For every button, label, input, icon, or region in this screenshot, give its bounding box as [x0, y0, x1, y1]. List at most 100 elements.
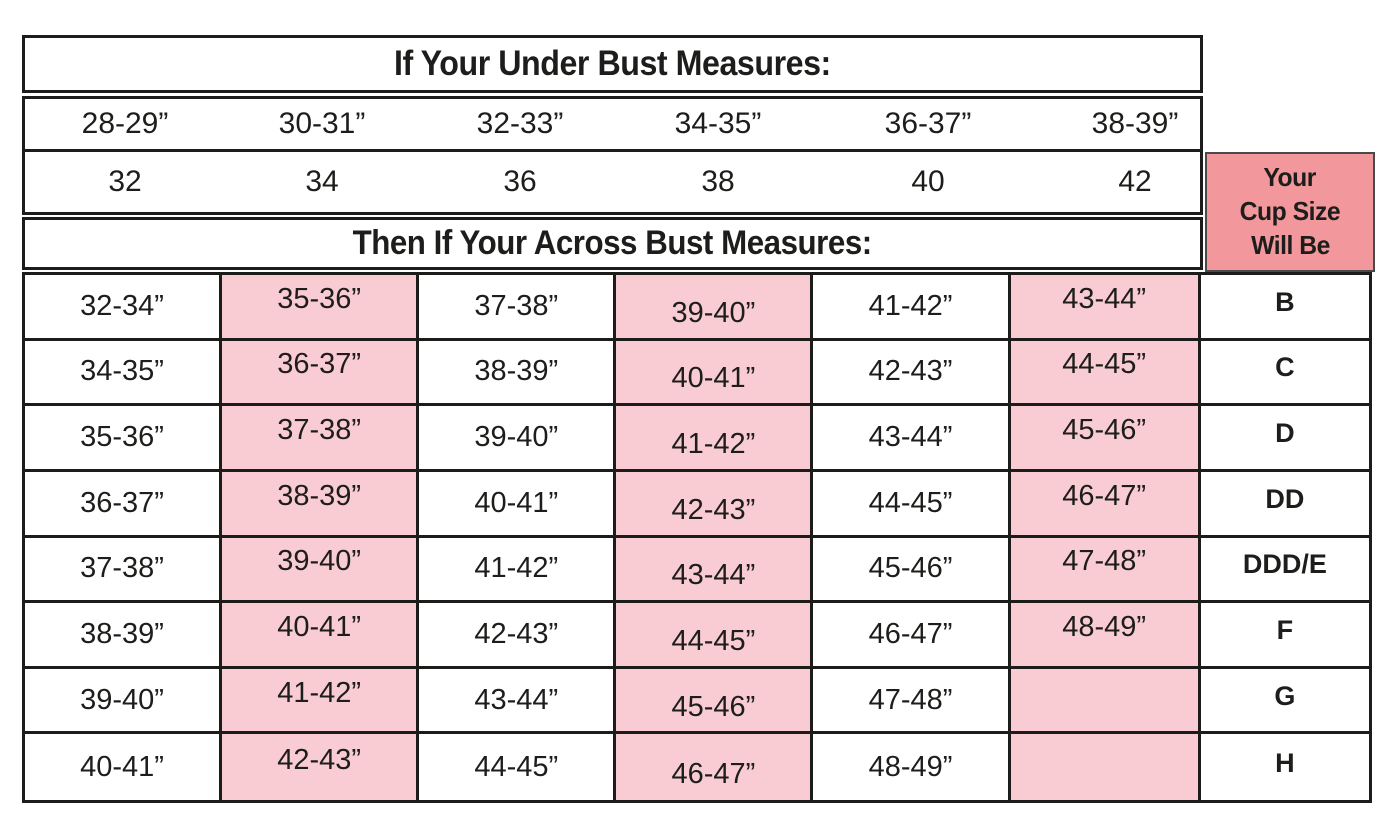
cup-size-value: C	[1275, 352, 1295, 383]
across-bust-cell: 42-43”	[813, 340, 1011, 407]
across-bust-cell	[1010, 668, 1201, 735]
cup-size-value: D	[1275, 418, 1295, 449]
across-bust-cell: 41-42”	[813, 275, 1011, 341]
cup-size-cell: G	[1200, 669, 1369, 735]
across-bust-cell: 44-45”	[419, 734, 617, 800]
across-bust-cell: 40-41”	[222, 603, 420, 669]
underbust-range-label: 32-33”	[476, 107, 564, 140]
cup-size-value: H	[1275, 747, 1295, 778]
across-bust-value: 40-41”	[277, 610, 362, 643]
underbust-ranges-row: 28-29” 30-31” 32-33” 34-35” 36-37” 38-39”	[22, 96, 1203, 152]
across-bust-cell: 32-34”	[25, 275, 223, 341]
across-bust-cell: 42-43”	[419, 603, 617, 669]
across-bust-cell: 48-49”	[813, 734, 1011, 800]
band-size-label: 32	[108, 165, 142, 198]
across-bust-cell: 35-36”	[222, 275, 420, 341]
across-bust-cell: 34-35”	[25, 340, 223, 407]
across-bust-value: 44-45”	[1062, 348, 1147, 381]
across-bust-value: 32-34”	[80, 289, 164, 322]
across-bust-value: 37-38”	[80, 552, 164, 585]
across-bust-value: 40-41”	[474, 486, 559, 519]
cup-size-cell: H	[1201, 734, 1369, 800]
across-bust-cell: 41-42”	[222, 668, 420, 735]
band-size-label: 40	[911, 165, 945, 198]
across-bust-cell: 48-49”	[1010, 603, 1201, 669]
across-bust-cell: 40-41”	[616, 340, 814, 407]
across-bust-cell: 41-42”	[616, 406, 814, 472]
across-bust-value: 45-46”	[671, 690, 756, 723]
band-size-label: 42	[1118, 165, 1152, 198]
across-bust-value: 45-46”	[868, 552, 953, 585]
cup-size-header-line: Will Be	[1250, 229, 1330, 260]
cup-size-cell: DD	[1200, 472, 1369, 538]
across-bust-cell: 43-44”	[813, 406, 1011, 472]
across-bust-cell	[1010, 734, 1201, 800]
across-bust-cell: 47-48”	[1010, 537, 1201, 604]
across-bust-value: 46-47”	[671, 757, 756, 790]
cup-size-cell: C	[1200, 341, 1369, 407]
across-bust-cell: 46-47”	[1010, 471, 1201, 538]
band-size-label: 34	[305, 165, 339, 198]
across-bust-value: 44-45”	[474, 750, 559, 783]
across-bust-value: 38-39”	[277, 479, 362, 512]
across-bust-value: 41-42”	[474, 552, 559, 585]
size-table-body: 32-34” 35-36” 37-38” 39-40” 41-42” 43-44” B 34-…	[22, 272, 1372, 803]
across-bust-value: 48-49”	[868, 750, 953, 783]
cup-size-cell: B	[1200, 275, 1369, 341]
band-size-label: 38	[701, 165, 735, 198]
across-bust-value: 36-37”	[277, 348, 362, 381]
cup-size-header-line: Your	[1263, 162, 1317, 193]
underbust-range-label: 36-37”	[884, 107, 972, 140]
cup-size-value: DDD/E	[1242, 549, 1327, 580]
across-bust-value: 37-38”	[277, 414, 362, 447]
across-bust-cell: 36-37”	[25, 471, 223, 538]
across-bust-cell: 43-44”	[616, 537, 814, 604]
across-bust-value: 39-40”	[80, 683, 164, 716]
cup-size-cell: F	[1200, 603, 1369, 669]
cup-size-header: Your Cup Size Will Be	[1205, 152, 1375, 272]
across-bust-value: 42-43”	[474, 617, 559, 650]
across-bust-value: 44-45”	[868, 486, 953, 519]
across-bust-cell: 44-45”	[813, 471, 1011, 538]
across-bust-value: 48-49”	[1062, 610, 1147, 643]
across-bust-value: 35-36”	[80, 421, 164, 454]
cup-size-value: B	[1275, 286, 1295, 317]
across-bust-cell: 46-47”	[813, 603, 1011, 669]
across-bust-value: 41-42”	[671, 428, 756, 461]
across-bust-value: 40-41”	[80, 750, 164, 783]
across-bust-value: 39-40”	[671, 296, 756, 329]
across-bust-value: 38-39”	[474, 355, 559, 388]
underbust-range-label: 38-39”	[1091, 107, 1179, 140]
across-bust-value: 34-35”	[80, 355, 164, 388]
across-bust-value: 44-45”	[671, 624, 756, 657]
across-bust-cell: 43-44”	[419, 668, 617, 735]
across-bust-cell: 44-45”	[616, 603, 814, 669]
across-bust-value: 39-40”	[277, 545, 362, 578]
across-bust-value: 43-44”	[671, 559, 756, 592]
acrossbust-header-row: Then If Your Across Bust Measures:	[22, 217, 1203, 270]
underbust-range-label: 30-31”	[278, 107, 366, 140]
across-bust-cell: 44-45”	[1010, 340, 1201, 407]
cup-size-cell: D	[1200, 406, 1369, 472]
across-bust-value: 41-42”	[277, 676, 362, 709]
across-bust-value: 40-41”	[671, 362, 756, 395]
underbust-header-row: If Your Under Bust Measures:	[22, 35, 1203, 93]
across-bust-value: 43-44”	[868, 421, 953, 454]
across-bust-value: 37-38”	[474, 289, 559, 322]
across-bust-value: 41-42”	[868, 289, 953, 322]
across-bust-value: 38-39”	[80, 617, 164, 650]
across-bust-cell: 37-38”	[222, 406, 420, 472]
band-size-label: 36	[503, 165, 537, 198]
across-bust-cell: 40-41”	[419, 471, 617, 538]
underbust-range-label: 34-35”	[674, 107, 762, 140]
across-bust-value: 47-48”	[1062, 545, 1147, 578]
across-bust-cell: 39-40”	[25, 668, 223, 735]
across-bust-cell: 38-39”	[25, 603, 223, 669]
across-bust-value: 47-48”	[868, 683, 953, 716]
across-bust-cell: 39-40”	[419, 406, 617, 472]
cup-size-header-line: Cup Size	[1239, 196, 1341, 227]
cup-size-cell: DDD/E	[1200, 538, 1369, 604]
across-bust-cell: 42-43”	[222, 734, 420, 800]
band-sizes-row: 32 34 36 38 40 42	[22, 149, 1203, 215]
